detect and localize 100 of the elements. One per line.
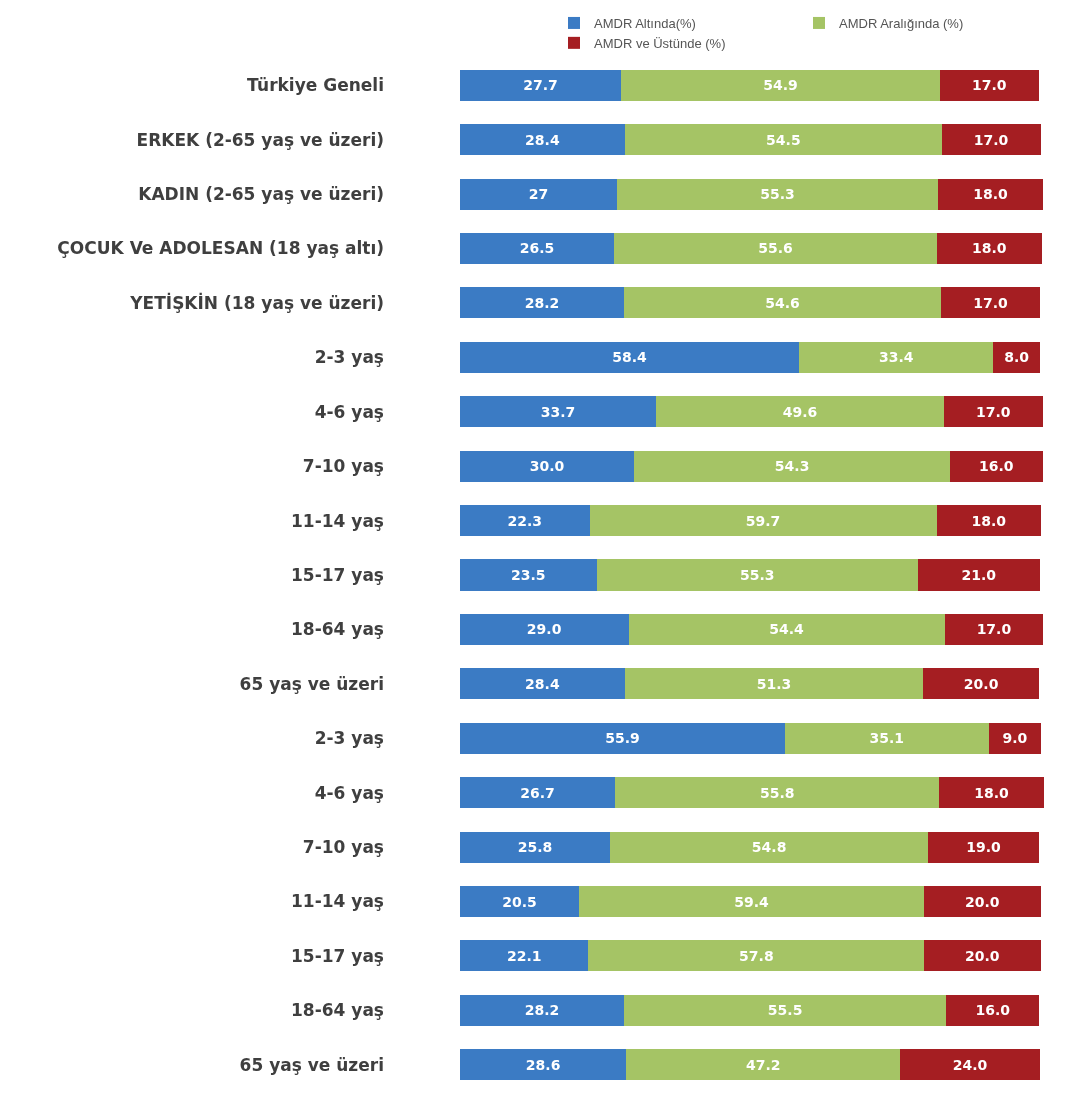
bar — [946, 994, 1040, 1026]
bar — [949, 450, 1043, 482]
y-tick-label: 2-3 yaş — [314, 728, 384, 749]
data-label: 54.8 — [751, 839, 787, 856]
bar — [900, 1049, 1040, 1081]
data-label: 47.2 — [746, 1056, 781, 1073]
data-label: 17.0 — [976, 403, 1011, 420]
y-tick-label: 18-64 yaş — [291, 619, 384, 640]
data-label: 26.5 — [519, 240, 555, 257]
bar — [596, 559, 918, 591]
data-label: 54.6 — [765, 294, 800, 311]
y-tick-label: 7-10 yaş — [302, 456, 384, 477]
data-label: 21.0 — [961, 567, 997, 583]
bar — [941, 124, 1041, 156]
bar — [460, 69, 621, 101]
y-tick-label: 4-6 yaş — [314, 401, 384, 422]
data-label: 25.8 — [517, 839, 553, 856]
bar — [460, 178, 617, 210]
bar — [460, 940, 589, 972]
data-label: 9.0 — [1002, 730, 1028, 747]
data-label: 55.5 — [767, 1002, 803, 1019]
data-label: 54.5 — [766, 131, 801, 148]
data-label: 59.4 — [734, 893, 770, 910]
data-label: 55.3 — [760, 186, 795, 203]
data-label: 54.9 — [763, 77, 798, 94]
y-tick-label: 2-3 yaş — [314, 347, 384, 368]
bar — [460, 613, 629, 645]
data-label: 24.0 — [952, 1056, 988, 1073]
data-label: 28.4 — [525, 131, 560, 148]
y-tick-label: 18-64 yaş — [291, 1000, 384, 1021]
legend-label: AMDR Aralığında (%) — [839, 16, 964, 32]
data-label: 54.3 — [774, 458, 810, 475]
bar — [799, 341, 994, 373]
bar — [623, 287, 942, 319]
bar — [941, 287, 1040, 319]
bar — [924, 940, 1041, 972]
bar — [936, 505, 1042, 537]
data-label: 27.7 — [523, 77, 558, 94]
y-tick-label: Türkiye Geneli — [247, 75, 384, 96]
bar — [460, 559, 597, 591]
bar — [620, 69, 940, 101]
bar — [944, 613, 1044, 645]
y-tick-label: 65 yaş ve üzeri — [239, 1054, 384, 1075]
data-label: 28.6 — [525, 1056, 561, 1073]
bar — [460, 396, 656, 428]
bar — [460, 124, 626, 156]
bar — [939, 69, 1039, 101]
data-label: 8.0 — [1004, 349, 1030, 366]
bar — [579, 886, 925, 918]
data-label: 57.8 — [739, 947, 774, 964]
bar — [460, 777, 616, 809]
data-label: 54.4 — [769, 621, 804, 638]
data-label: 20.5 — [502, 893, 537, 910]
bar — [988, 722, 1042, 754]
bar — [460, 450, 635, 482]
data-label: 17.0 — [973, 294, 1008, 311]
data-label: 18.0 — [974, 784, 1010, 801]
bar — [626, 1049, 901, 1081]
bar — [460, 287, 624, 319]
data-label: 20.0 — [965, 893, 1000, 910]
data-label: 20.0 — [963, 675, 999, 692]
bar — [944, 396, 1043, 428]
bar — [923, 668, 1040, 700]
data-label: 22.3 — [507, 512, 543, 529]
data-label: 20.0 — [965, 947, 1000, 964]
bar — [939, 777, 1044, 809]
bar — [460, 994, 624, 1026]
bar — [625, 668, 924, 700]
data-label: 59.7 — [745, 512, 781, 529]
data-label: 18.0 — [971, 512, 1007, 529]
data-label: 16.0 — [978, 458, 1014, 475]
data-label: 29.0 — [526, 621, 562, 638]
y-tick-label: 15-17 yaş — [291, 945, 384, 966]
y-tick-label: 7-10 yaş — [302, 837, 384, 858]
data-label: 19.0 — [966, 839, 1001, 856]
bar — [588, 940, 925, 972]
y-tick-label: YETİŞKİN (18 yaş ve üzeri) — [129, 291, 384, 313]
data-label: 22.1 — [506, 947, 542, 964]
bar — [460, 886, 580, 918]
bar — [917, 559, 1040, 591]
data-label: 27 — [528, 186, 549, 203]
bar — [460, 722, 785, 754]
y-tick-label: 4-6 yaş — [314, 782, 384, 803]
bar — [460, 232, 614, 264]
data-label: 51.3 — [756, 675, 792, 692]
data-label: 58.4 — [612, 349, 648, 366]
bar — [460, 668, 626, 700]
bar — [628, 613, 945, 645]
bar — [623, 994, 947, 1026]
data-label: 17.0 — [976, 621, 1012, 638]
bar — [615, 777, 940, 809]
y-tick-label: 65 yaş ve üzeri — [239, 673, 384, 694]
bar — [784, 722, 989, 754]
data-label: 17.0 — [971, 77, 1007, 94]
bar — [609, 831, 929, 863]
bar — [634, 450, 950, 482]
bar — [625, 124, 942, 156]
y-tick-label: ÇOCUK Ve ADOLESAN (18 yaş altı) — [57, 238, 384, 259]
bar — [993, 341, 1040, 373]
bar — [460, 1049, 627, 1081]
